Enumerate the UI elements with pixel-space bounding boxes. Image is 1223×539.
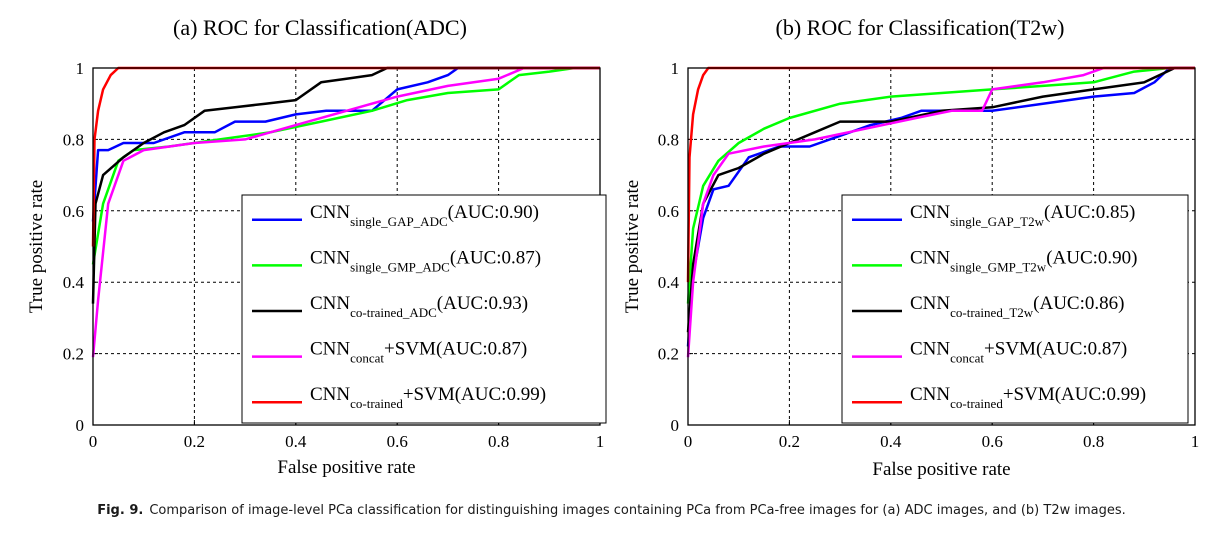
legend-label-name: CNN <box>310 293 350 314</box>
y-tick-label: 0.4 <box>63 273 85 292</box>
legend-label-name: CNN <box>310 384 350 405</box>
x-tick-label: 0 <box>89 432 98 451</box>
figure-caption: Fig. 9. Comparison of image-level PCa cla… <box>0 503 1223 518</box>
legend-label-auc: (AUC:0.90) <box>1046 247 1137 268</box>
series-line-3 <box>686 66 1195 358</box>
legend-label-sub: co-trained <box>350 396 403 411</box>
legend-label: CNNsingle_GMP_T2w(AUC:0.90) <box>910 247 1138 274</box>
chart-title: (b) ROC for Classification(T2w) <box>776 15 1065 40</box>
series-line-0 <box>686 66 1195 347</box>
y-tick-label: 0 <box>671 416 680 435</box>
x-tick-label: 0 <box>684 432 693 451</box>
y-axis-label: True positive rate <box>26 180 47 313</box>
series-line-2 <box>686 66 1195 333</box>
y-axis-label: True positive rate <box>622 180 643 313</box>
legend-label-sub: concat <box>350 351 384 366</box>
x-tick-label: 0.4 <box>880 432 902 451</box>
y-tick-label: 0.2 <box>658 345 679 364</box>
legend-label-auc: (AUC:0.90) <box>448 202 539 223</box>
legend-label-sub: single_GMP_ADC <box>350 259 450 274</box>
x-tick-label: 1 <box>596 432 605 451</box>
legend-label-sub: single_GAP_ADC <box>350 214 448 229</box>
legend-box <box>841 194 1189 424</box>
x-tick-label: 1 <box>1191 432 1200 451</box>
legend-label-name: CNN <box>910 202 950 223</box>
legend-label-sub: co-trained_ADC <box>350 305 437 320</box>
legend-label: CNNsingle_GMP_ADC(AUC:0.87) <box>310 247 541 274</box>
legend-box <box>241 194 607 424</box>
legend-label-sub: co-trained_T2w <box>950 305 1034 320</box>
y-tick-label: 1 <box>76 59 85 78</box>
legend-label: CNNsingle_GAP_ADC(AUC:0.90) <box>310 202 539 229</box>
legend: CNNsingle_GAP_ADC(AUC:0.90)CNNsingle_GMP… <box>241 194 607 424</box>
legend-label-name: CNN <box>310 339 350 360</box>
y-tick-label: 0.2 <box>63 345 84 364</box>
plot-frame <box>687 67 1196 426</box>
legend-label-auc: (AUC:0.93) <box>437 293 528 314</box>
y-tick-label: 0.8 <box>658 130 679 149</box>
legend-label-auc: +SVM(AUC:0.87) <box>984 339 1127 360</box>
legend-label: CNNsingle_GAP_T2w(AUC:0.85) <box>910 202 1135 229</box>
x-tick-label: 0.6 <box>982 432 1003 451</box>
series-line-3 <box>91 66 600 358</box>
chart-0: 0 0.2 0.4 0.6 0.8 100.20.40.60.81CNNsingle_GA… <box>26 15 607 478</box>
legend-label-name: CNN <box>310 202 350 223</box>
x-tick-label: 0.8 <box>1083 432 1104 451</box>
x-axis-label: False positive rate <box>277 457 415 478</box>
y-tick-label: 0 <box>76 416 85 435</box>
x-tick-label: 0.4 <box>285 432 307 451</box>
legend-label: CNNconcat+SVM(AUC:0.87) <box>310 339 527 366</box>
legend-label-sub: single_GMP_T2w <box>950 259 1047 274</box>
legend-label-auc: (AUC:0.87) <box>450 247 541 268</box>
y-tick-label: 0.6 <box>63 202 84 221</box>
legend-label: CNNco-trained_T2w(AUC:0.86) <box>910 293 1124 320</box>
y-tick-label: 0.8 <box>63 130 84 149</box>
y-tick-label: 0.6 <box>658 202 679 221</box>
chart-title: (a) ROC for Classification(ADC) <box>173 15 467 40</box>
legend-label-name: CNN <box>910 293 950 314</box>
x-axis-label: False positive rate <box>872 459 1010 480</box>
legend-label: CNNco-trained_ADC(AUC:0.93) <box>310 293 528 320</box>
legend-label-name: CNN <box>910 339 950 360</box>
y-tick-label: 0.4 <box>658 273 680 292</box>
legend-label-name: CNN <box>910 384 950 405</box>
series-line-2 <box>91 66 600 304</box>
legend-label: CNNconcat+SVM(AUC:0.87) <box>910 339 1127 366</box>
legend-label-auc: +SVM(AUC:0.87) <box>384 339 527 360</box>
legend-label-auc: (AUC:0.85) <box>1044 202 1135 223</box>
y-tick-label: 1 <box>671 59 680 78</box>
x-tick-label: 0.6 <box>387 432 408 451</box>
legend: CNNsingle_GAP_T2w(AUC:0.85)CNNsingle_GMP… <box>841 194 1189 424</box>
legend-label: CNNco-trained+SVM(AUC:0.99) <box>310 384 546 411</box>
x-tick-label: 0.8 <box>488 432 509 451</box>
legend-label-auc: +SVM(AUC:0.99) <box>403 384 546 405</box>
caption-label: Fig. 9. <box>97 503 144 518</box>
legend-label-sub: concat <box>950 351 984 366</box>
legend-label-auc: +SVM(AUC:0.99) <box>1003 384 1146 405</box>
x-tick-label: 0.2 <box>779 432 800 451</box>
legend-label-auc: (AUC:0.86) <box>1033 293 1124 314</box>
series-line-1 <box>686 66 1195 304</box>
x-tick-label: 0.2 <box>184 432 205 451</box>
legend-label-sub: single_GAP_T2w <box>950 214 1045 229</box>
caption-text: Comparison of image-level PCa classifica… <box>149 503 1126 518</box>
legend-label: CNNco-trained+SVM(AUC:0.99) <box>910 384 1146 411</box>
chart-1: 0 0.2 0.4 0.6 0.8 100.20.40.60.81CNNsingle_GA… <box>622 15 1199 480</box>
legend-label-name: CNN <box>910 247 950 268</box>
series-line-0 <box>91 66 600 222</box>
legend-label-sub: co-trained <box>950 396 1003 411</box>
legend-label-name: CNN <box>310 247 350 268</box>
